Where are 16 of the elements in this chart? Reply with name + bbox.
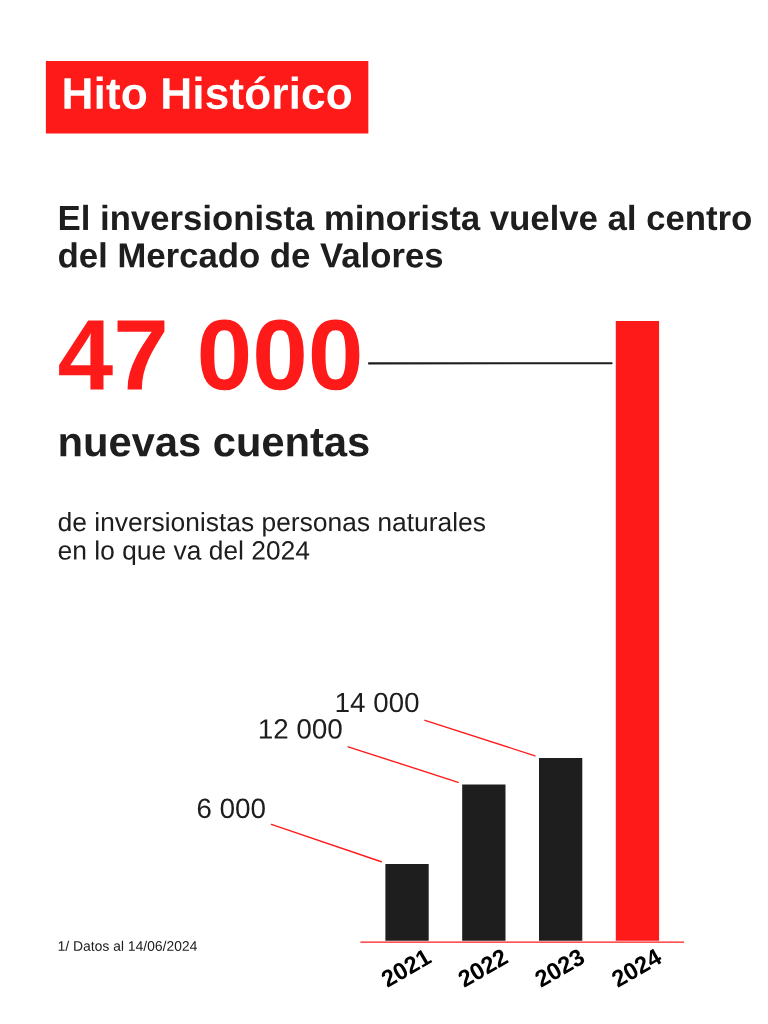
x-tick-label: 2022 [456,947,509,988]
annotation: de inversionistas personas naturales en lo que va del 2024 [58,512,485,566]
x-tick-label: 2023 [533,947,586,988]
chart-title: Hito Histórico [64,76,352,110]
chart-subtitle: El inversionista minorista vuelve al centro del Mercado de Valores [59,204,751,268]
annotation: nuevas cuentas [60,429,369,457]
x-tick-label: 2024 [610,947,664,988]
data-label: 6 000 [197,798,265,819]
bar [382,861,432,943]
x-tick-label: 2021 [379,947,433,988]
data-label: 14 000 [336,692,419,713]
data-label: 12 000 [259,719,342,739]
bar [459,781,509,943]
data-label: 47 000 [59,319,360,391]
bar [536,755,586,943]
text: 1/ Datos al 14/06/2024 [58,940,197,951]
